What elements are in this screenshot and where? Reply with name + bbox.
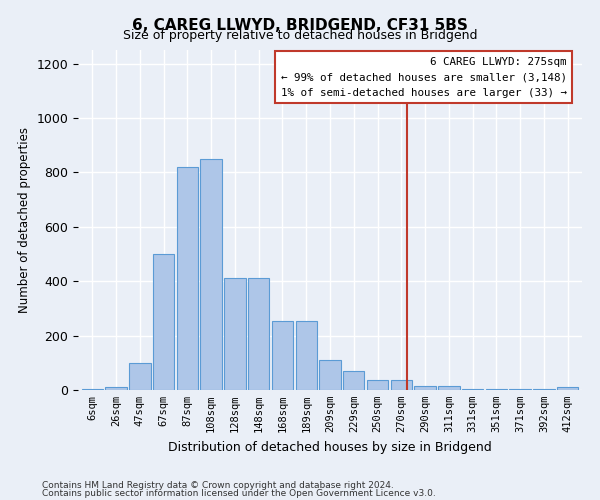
Bar [367, 380, 388, 390]
Bar [557, 388, 578, 390]
Bar [129, 363, 151, 390]
Bar [391, 380, 412, 390]
Bar [486, 388, 507, 390]
Bar [176, 167, 198, 390]
Bar [224, 278, 245, 390]
Bar [509, 388, 531, 390]
Bar [248, 278, 269, 390]
Bar [296, 320, 317, 390]
Bar [153, 254, 174, 390]
Bar [415, 386, 436, 390]
Bar [462, 388, 484, 390]
Bar [438, 386, 460, 390]
Bar [319, 360, 341, 390]
Bar [82, 388, 103, 390]
Text: 6, CAREG LLWYD, BRIDGEND, CF31 5BS: 6, CAREG LLWYD, BRIDGEND, CF31 5BS [132, 18, 468, 32]
Bar [106, 388, 127, 390]
Bar [533, 388, 554, 390]
Bar [343, 371, 364, 390]
Text: 6 CAREG LLWYD: 275sqm
← 99% of detached houses are smaller (3,148)
1% of semi-de: 6 CAREG LLWYD: 275sqm ← 99% of detached … [281, 57, 567, 98]
X-axis label: Distribution of detached houses by size in Bridgend: Distribution of detached houses by size … [168, 440, 492, 454]
Text: Contains public sector information licensed under the Open Government Licence v3: Contains public sector information licen… [42, 489, 436, 498]
Y-axis label: Number of detached properties: Number of detached properties [18, 127, 31, 313]
Text: Contains HM Land Registry data © Crown copyright and database right 2024.: Contains HM Land Registry data © Crown c… [42, 480, 394, 490]
Bar [200, 159, 222, 390]
Text: Size of property relative to detached houses in Bridgend: Size of property relative to detached ho… [123, 29, 477, 42]
Bar [272, 320, 293, 390]
